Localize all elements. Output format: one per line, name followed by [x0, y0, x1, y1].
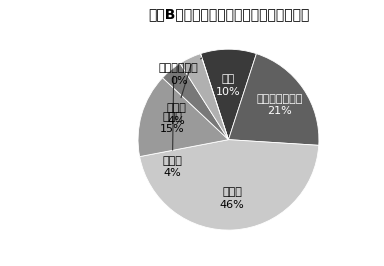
Text: 生活費
46%: 生活費 46% — [220, 187, 245, 210]
Text: その他ローン
0%: その他ローン 0% — [159, 58, 202, 86]
Text: 税・社会保険料
21%: 税・社会保険料 21% — [256, 94, 303, 116]
Wedge shape — [162, 63, 228, 140]
Wedge shape — [200, 49, 257, 140]
Wedge shape — [140, 140, 319, 230]
Text: 保険料
4%: 保険料 4% — [166, 65, 191, 126]
Wedge shape — [138, 78, 228, 157]
Title: 【図B　住宅ローン返済世帯の家計支出】: 【図B 住宅ローン返済世帯の家計支出】 — [148, 7, 309, 21]
Text: 住居費
15%: 住居費 15% — [160, 112, 184, 134]
Wedge shape — [200, 54, 228, 140]
Wedge shape — [228, 54, 319, 145]
Wedge shape — [180, 54, 228, 140]
Text: 貢蓄
10%: 貢蓄 10% — [216, 74, 241, 97]
Text: 教育費
4%: 教育費 4% — [162, 76, 182, 178]
